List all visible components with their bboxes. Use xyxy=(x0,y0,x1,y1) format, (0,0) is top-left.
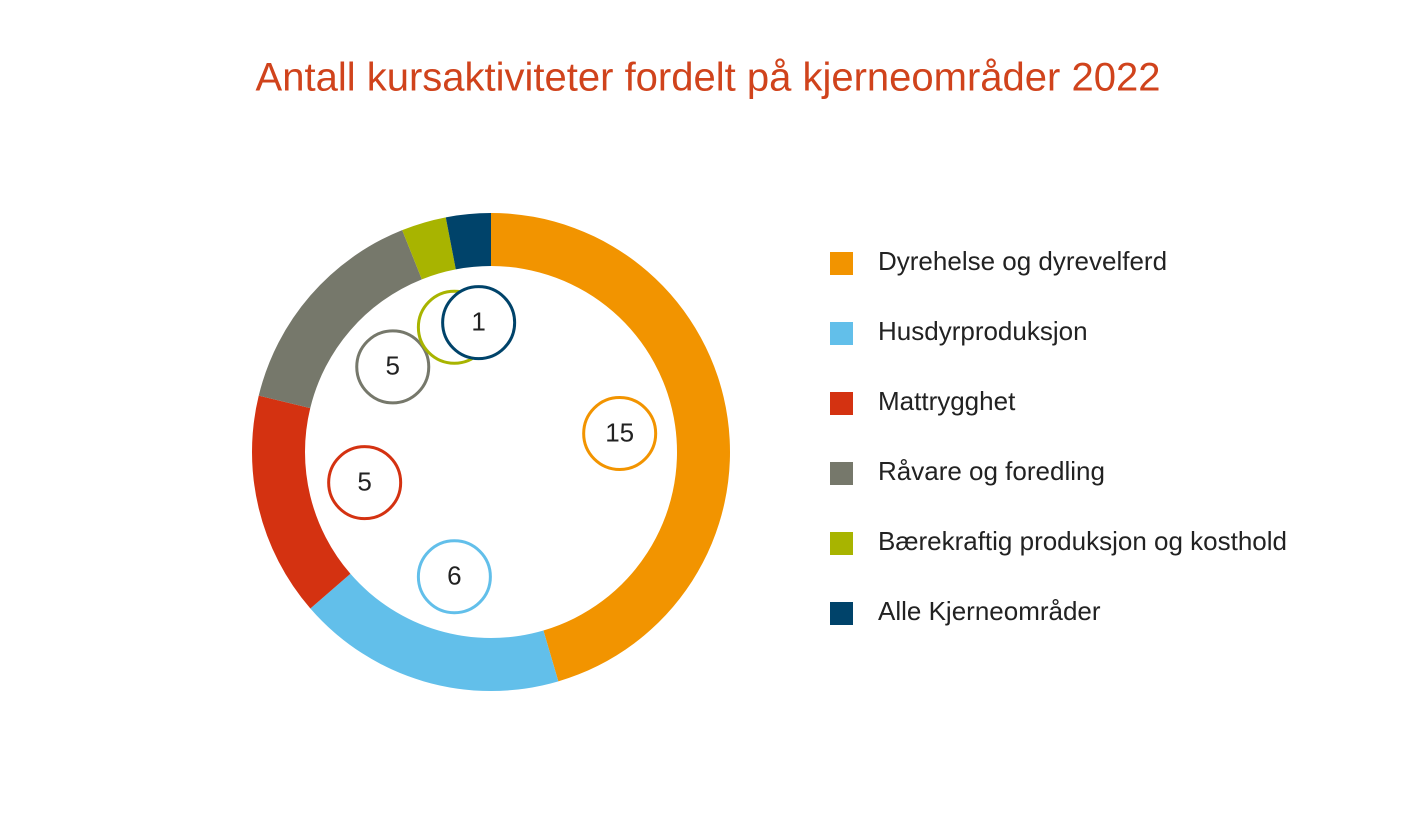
chart-title: Antall kursaktiviteter fordelt på kjerne… xyxy=(256,56,1161,100)
donut-segment xyxy=(251,395,351,609)
donut-segment xyxy=(258,230,422,409)
legend-label: Råvare og foredling xyxy=(878,456,1105,486)
value-badge xyxy=(416,539,492,615)
value-badge xyxy=(582,395,658,471)
donut-segment xyxy=(445,213,491,270)
legend-swatch xyxy=(830,462,853,485)
value-badge xyxy=(327,445,403,521)
legend-swatch xyxy=(830,252,853,275)
legend-swatch xyxy=(830,532,853,555)
value-label: 6 xyxy=(447,561,461,591)
donut-segment xyxy=(491,213,730,682)
legend-label: Alle Kjerneområder xyxy=(878,596,1101,626)
legend-label: Dyrehelse og dyrevelferd xyxy=(878,246,1167,276)
value-label: 15 xyxy=(605,417,634,447)
legend-swatch xyxy=(830,602,853,625)
legend-swatch xyxy=(830,392,853,415)
donut-segment xyxy=(402,217,456,280)
value-badge xyxy=(355,329,431,405)
value-label: 5 xyxy=(386,351,400,381)
donut-segment xyxy=(310,573,559,692)
legend-label: Mattrygghet xyxy=(878,386,1016,416)
value-label: 5 xyxy=(357,467,371,497)
value-badge xyxy=(441,285,517,361)
legend-swatch xyxy=(830,322,853,345)
value-label: 1 xyxy=(471,306,485,336)
legend-label: Bærekraftig produksjon og kosthold xyxy=(878,526,1287,556)
legend-label: Husdyrproduksjon xyxy=(878,316,1088,346)
